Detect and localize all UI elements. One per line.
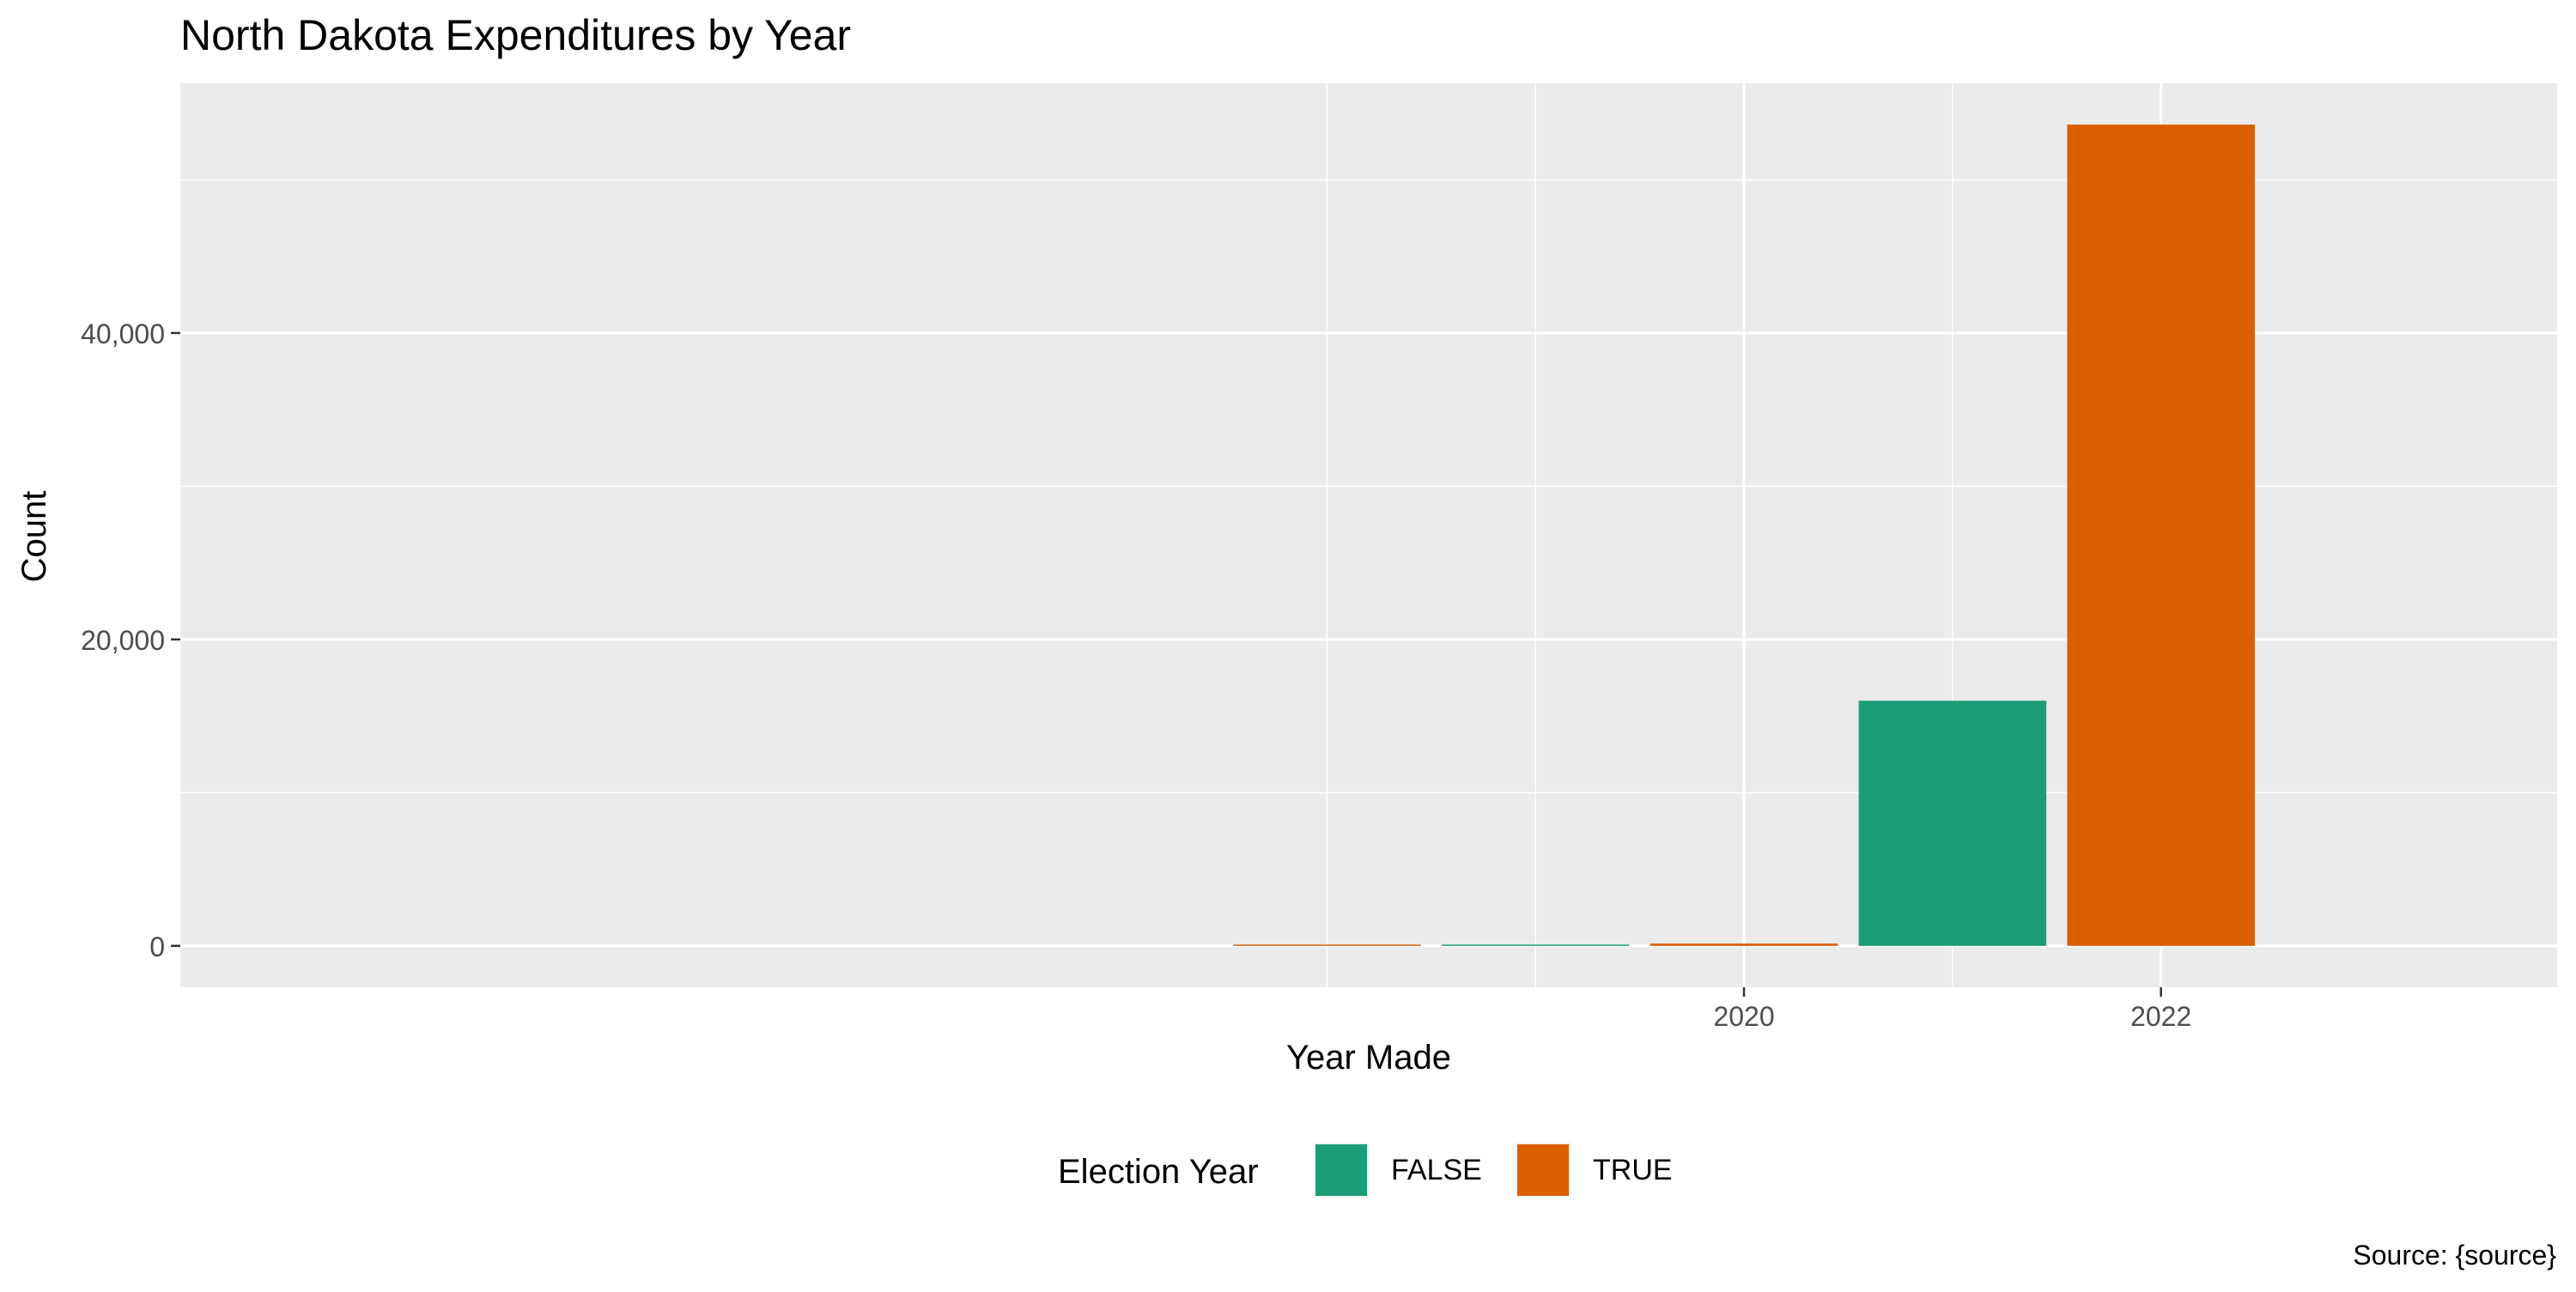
bar-2018 — [1233, 944, 1421, 946]
legend-swatch — [1517, 1144, 1569, 1196]
legend-item-true: TRUE — [1516, 1143, 1673, 1198]
y-tick-label: 0 — [149, 931, 165, 962]
source-caption: Source: {source} — [2353, 1240, 2556, 1271]
chart-title: North Dakota Expenditures by Year — [180, 11, 851, 59]
bar-2019 — [1441, 944, 1630, 946]
x-tick-label: 2022 — [2130, 1001, 2191, 1032]
bar-2020 — [1649, 943, 1838, 946]
legend: Election Year FALSE TRUE — [1058, 1143, 1673, 1198]
plot-panel: 0 20,000 40,000 2020 2022 — [81, 83, 2557, 1032]
x-axis-title: Year Made — [1286, 1039, 1451, 1077]
legend-item-false: FALSE — [1314, 1143, 1482, 1198]
legend-title: Election Year — [1058, 1153, 1259, 1191]
bar-2021 — [1858, 701, 2047, 946]
bar-2022 — [2067, 124, 2255, 946]
y-tick-label: 40,000 — [81, 318, 165, 349]
y-tick-label: 20,000 — [81, 625, 165, 656]
x-tick-label: 2020 — [1713, 1001, 1774, 1032]
legend-label: FALSE — [1391, 1154, 1482, 1186]
legend-label: TRUE — [1593, 1154, 1673, 1186]
legend-swatch — [1315, 1144, 1367, 1196]
y-axis-title: Count — [15, 491, 53, 583]
